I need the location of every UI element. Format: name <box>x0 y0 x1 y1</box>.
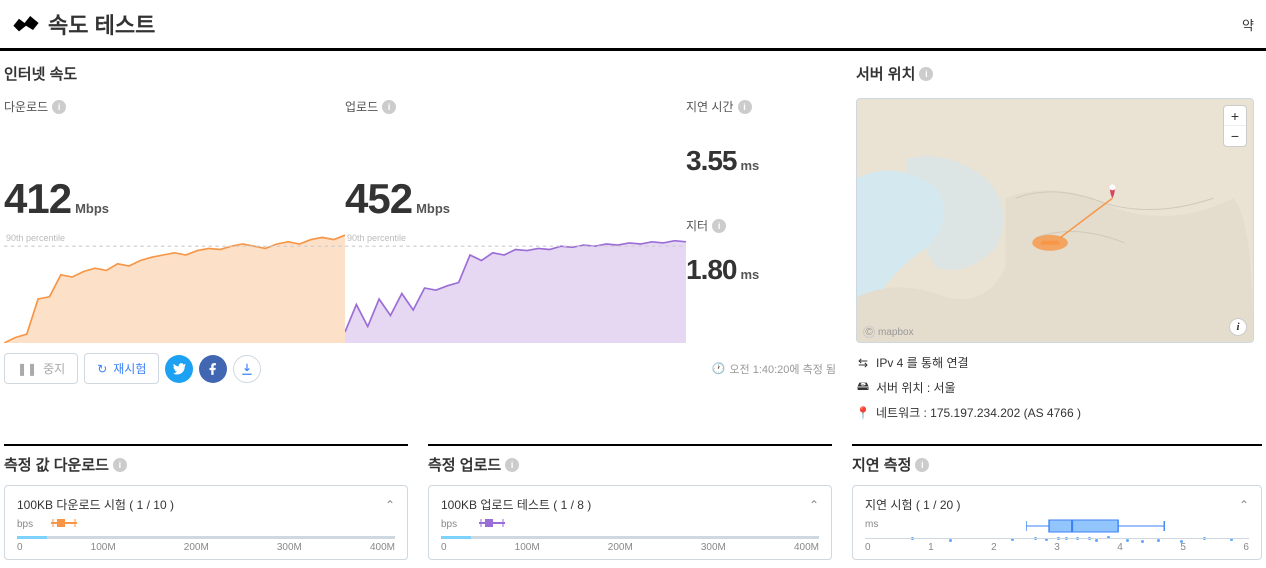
upload-axis: bps 0100M200M300M400M <box>441 521 819 549</box>
measure-upload-title-text: 측정 업로드 <box>428 454 501 475</box>
latency-block: 지연 시간 i 3.55 ms 지터 i 1.80 ms <box>686 98 836 343</box>
download-glyph <box>51 517 77 534</box>
server-net-row: 📍 네트워크 : 175.197.234.202 (AS 4766 ) <box>856 401 1254 424</box>
timestamp-text: 오전 1:40:20에 측정 됨 <box>729 361 836 377</box>
map-zoom: + − <box>1223 105 1247 147</box>
page-title: 속도 테스트 <box>48 8 155 40</box>
upload-test-label: 100KB 업로드 테스트 ( 1 / 8 ) <box>441 496 591 513</box>
server-net-text: 네트워크 : 175.197.234.202 (AS 4766 ) <box>876 404 1081 421</box>
jitter-unit: ms <box>741 267 760 282</box>
pause-icon: ❚❚ <box>17 362 37 376</box>
latency-value: 3.55 <box>686 145 737 177</box>
info-icon[interactable]: i <box>505 458 519 472</box>
map[interactable]: + − © mapbox i <box>856 98 1254 343</box>
upload-value: 452 <box>345 175 412 223</box>
measure-latency-title-text: 지연 측정 <box>852 454 911 475</box>
internet-speed-title-text: 인터넷 속도 <box>4 63 77 84</box>
header-right-link[interactable]: 약 <box>1242 15 1254 34</box>
latency-test-box: 지연 시험 ( 1 / 20 ) ⌃ ms 0123456 <box>852 485 1262 560</box>
latency-label-text: 지연 시간 <box>686 98 734 115</box>
map-attribution-text: mapbox <box>878 327 914 338</box>
zoom-out-button[interactable]: − <box>1224 126 1246 146</box>
chevron-up-icon[interactable]: ⌃ <box>809 498 819 512</box>
map-attribution: © mapbox <box>863 326 914 338</box>
info-icon[interactable]: i <box>915 458 929 472</box>
latency-axis-unit: ms <box>865 519 878 530</box>
retry-button[interactable]: ↻ 재시험 <box>84 353 159 384</box>
timestamp: 🕐 오전 1:40:20에 측정 됨 <box>712 361 836 377</box>
server-loc-text: 서버 위치 : 서울 <box>876 379 956 396</box>
clock-icon: 🕐 <box>712 362 726 375</box>
upload-unit: Mbps <box>416 201 450 216</box>
upload-axis-unit: bps <box>441 519 457 530</box>
download-axis-unit: bps <box>17 519 33 530</box>
measure-upload-col: 측정 업로드 i 100KB 업로드 테스트 ( 1 / 8 ) ⌃ bps 0… <box>428 444 832 560</box>
server-conn-text: IPv 4 를 통해 연결 <box>876 354 969 371</box>
retry-label: 재시험 <box>113 360 146 377</box>
measure-latency-title: 지연 측정 i <box>852 444 1262 475</box>
download-chart: 90th percentile <box>4 233 345 343</box>
server-loc-row: 🖴 서버 위치 : 서울 <box>856 374 1254 401</box>
download-label: 다운로드 i <box>4 98 345 115</box>
swap-icon: ⇆ <box>856 356 870 370</box>
map-info-button[interactable]: i <box>1229 318 1247 336</box>
download-axis: bps 0100M200M300M400M <box>17 521 395 549</box>
pause-label: 중지 <box>43 360 65 377</box>
info-icon[interactable]: i <box>919 67 933 81</box>
chevron-up-icon[interactable]: ⌃ <box>385 498 395 512</box>
download-unit: Mbps <box>75 201 109 216</box>
latency-label: 지연 시간 i <box>686 98 836 115</box>
jitter-label: 지터 i <box>686 217 836 234</box>
refresh-icon: ↻ <box>97 362 107 376</box>
measure-download-col: 측정 값 다운로드 i 100KB 다운로드 시험 ( 1 / 10 ) ⌃ b… <box>4 444 408 560</box>
controls-row: ❚❚ 중지 ↻ 재시험 🕐 오전 1:40:20에 <box>4 349 836 388</box>
info-icon[interactable]: i <box>52 100 66 114</box>
header-left: 속도 테스트 <box>12 8 155 40</box>
server-location-title-text: 서버 위치 <box>856 63 915 84</box>
info-icon[interactable]: i <box>113 458 127 472</box>
internet-speed-title: 인터넷 속도 <box>4 63 836 84</box>
percentile-label: 90th percentile <box>6 233 65 243</box>
latency-unit: ms <box>741 158 760 173</box>
upload-test-box: 100KB 업로드 테스트 ( 1 / 8 ) ⌃ bps 0100M200M3… <box>428 485 832 560</box>
measure-download-title: 측정 값 다운로드 i <box>4 444 408 475</box>
app-header: 속도 테스트 약 <box>0 0 1266 51</box>
download-label-text: 다운로드 <box>4 98 48 115</box>
jitter-label-text: 지터 <box>686 217 708 234</box>
upload-label: 업로드 i <box>345 98 686 115</box>
facebook-button[interactable] <box>199 355 227 383</box>
server-conn-row: ⇆ IPv 4 를 통해 연결 <box>856 351 1254 374</box>
upload-block: 업로드 i 452 Mbps 90th percentile <box>345 98 686 343</box>
server-icon: 🖴 <box>856 377 870 398</box>
jitter-value: 1.80 <box>686 254 737 286</box>
download-button[interactable] <box>233 355 261 383</box>
chevron-up-icon[interactable]: ⌃ <box>1239 498 1249 512</box>
info-icon[interactable]: i <box>712 219 726 233</box>
download-test-box: 100KB 다운로드 시험 ( 1 / 10 ) ⌃ bps 0100M200M… <box>4 485 408 560</box>
download-block: 다운로드 i 412 Mbps 90th percentile <box>4 98 345 343</box>
download-test-label: 100KB 다운로드 시험 ( 1 / 10 ) <box>17 496 174 513</box>
server-location-title: 서버 위치 i <box>856 63 1254 84</box>
upload-glyph <box>479 517 505 534</box>
pause-button[interactable]: ❚❚ 중지 <box>4 353 78 384</box>
zoom-in-button[interactable]: + <box>1224 106 1246 126</box>
percentile-label: 90th percentile <box>347 233 406 243</box>
upload-chart: 90th percentile <box>345 233 686 343</box>
measure-latency-col: 지연 측정 i 지연 시험 ( 1 / 20 ) ⌃ ms 0123456 <box>852 444 1262 560</box>
info-icon[interactable]: i <box>382 100 396 114</box>
measure-download-title-text: 측정 값 다운로드 <box>4 454 109 475</box>
latency-test-label: 지연 시험 ( 1 / 20 ) <box>865 496 961 513</box>
twitter-button[interactable] <box>165 355 193 383</box>
logo-icon <box>12 13 40 36</box>
info-icon[interactable]: i <box>738 100 752 114</box>
upload-label-text: 업로드 <box>345 98 378 115</box>
measure-upload-title: 측정 업로드 i <box>428 444 832 475</box>
location-icon: 📍 <box>856 406 870 420</box>
server-info: ⇆ IPv 4 를 통해 연결 🖴 서버 위치 : 서울 📍 네트워크 : 17… <box>856 351 1254 424</box>
latency-axis: ms 0123456 <box>865 521 1249 549</box>
download-value: 412 <box>4 175 71 223</box>
